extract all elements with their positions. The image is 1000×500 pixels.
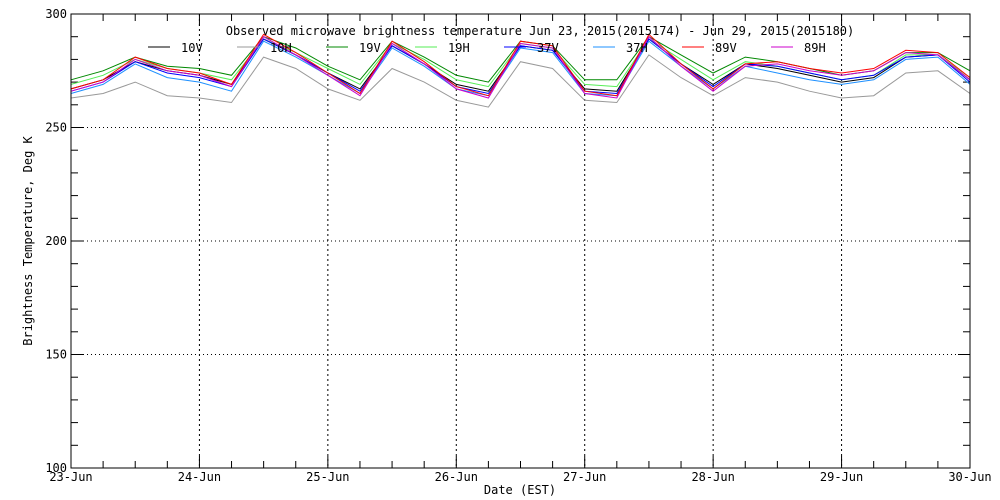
x-tick-label: 27-Jun: [563, 470, 606, 484]
legend-label-19h: 19H: [448, 41, 470, 55]
x-tick-label: 23-Jun: [49, 470, 92, 484]
y-tick-label: 150: [45, 348, 67, 362]
legend-label-10h: 10H: [270, 41, 292, 55]
grid: [71, 14, 970, 468]
x-axis-label: Date (EST): [484, 483, 556, 497]
x-tick-labels: 23-Jun 24-Jun 25-Jun 26-Jun 27-Jun 28-Jun 29-J…: [49, 470, 991, 484]
series-lines: [70, 33, 971, 108]
series-89v-line: [70, 33, 971, 97]
legend-label-10v: 10V: [181, 41, 203, 55]
legend-label-89h: 89H: [804, 41, 826, 55]
x-tick-label: 25-Jun: [306, 470, 349, 484]
y-tick-label: 100: [45, 461, 67, 475]
y-tick-label: 300: [45, 7, 67, 21]
legend-label-37h: 37H: [626, 41, 648, 55]
legend-label-37v: 37V: [537, 41, 559, 55]
series-37h-line: [70, 40, 971, 97]
x-tick-label: 26-Jun: [435, 470, 478, 484]
chart-title: Observed microwave brightness temperatur…: [226, 24, 855, 38]
y-tick-labels: 100 150 200 250 300: [45, 7, 67, 475]
x-tick-label: 30-Jun: [948, 470, 991, 484]
y-tick-label: 200: [45, 234, 67, 248]
y-axis-label: Brightness Temperature, Deg K: [21, 135, 35, 345]
series-10h-line: [70, 54, 971, 108]
y-tick-label: 250: [45, 121, 67, 135]
series-89h-line: [70, 35, 971, 99]
legend-label-89v: 89V: [715, 41, 737, 55]
series-37v-line: [70, 38, 971, 95]
x-tick-label: 28-Jun: [691, 470, 734, 484]
legend: 10V 10H 19V 19H 37V 37H 89V 89H: [148, 41, 826, 55]
axis-ticks: [70, 13, 971, 469]
x-tick-label: 24-Jun: [178, 470, 221, 484]
plot-frame: [70, 13, 971, 469]
x-tick-label: 29-Jun: [820, 470, 863, 484]
legend-label-19v: 19V: [359, 41, 381, 55]
